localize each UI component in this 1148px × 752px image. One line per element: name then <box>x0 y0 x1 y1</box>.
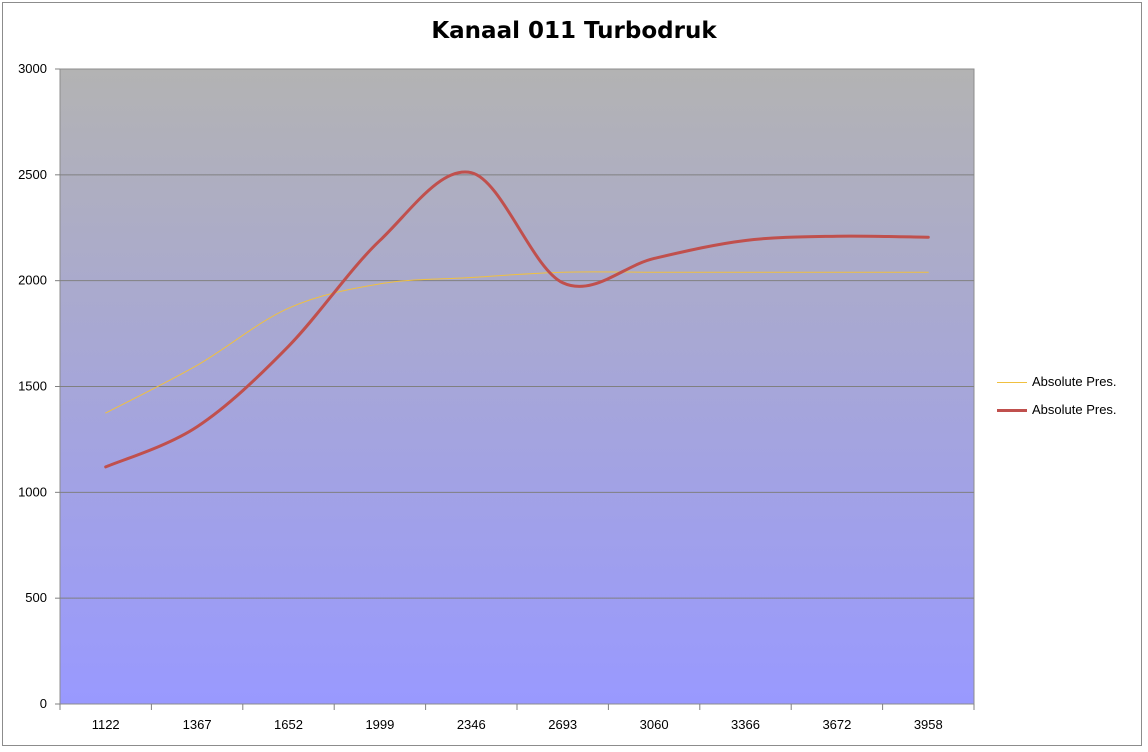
y-tick-label: 1000 <box>18 484 47 499</box>
x-tick-label: 3958 <box>914 717 943 732</box>
x-tick-label: 1652 <box>274 717 303 732</box>
x-tick-label: 3366 <box>731 717 760 732</box>
x-tick-label: 1122 <box>92 717 120 732</box>
y-tick-label: 2000 <box>18 273 47 288</box>
legend-swatch-series-1 <box>997 382 1027 383</box>
x-tick-label: 2346 <box>457 717 486 732</box>
series-line-2 <box>104 170 930 469</box>
legend-label-series-1: Absolute Pres. <box>1032 374 1117 389</box>
y-tick-label: 1500 <box>18 379 47 394</box>
x-tick-label: 1999 <box>365 717 394 732</box>
legend-label-series-2: Absolute Pres. <box>1032 402 1117 417</box>
series-line-1 <box>105 271 929 414</box>
y-tick-label: 0 <box>40 696 47 711</box>
y-tick-label: 3000 <box>18 61 47 76</box>
chart-title: Kanaal 011 Turbodruk <box>431 18 717 44</box>
legend-swatch-series-2 <box>997 409 1027 412</box>
x-tick-label: 1367 <box>183 717 212 732</box>
series-lines <box>104 170 930 469</box>
axes: 0 500 1000 1500 2000 2500 3000 1122 1367 1652 1999… <box>18 61 975 732</box>
x-tick-label: 3060 <box>640 717 669 732</box>
x-tick-label: 2693 <box>548 717 577 732</box>
y-tick-label: 2500 <box>18 167 47 182</box>
x-tick-label: 3672 <box>822 717 851 732</box>
gridlines <box>60 174 974 599</box>
y-tick-label: 500 <box>25 590 47 605</box>
